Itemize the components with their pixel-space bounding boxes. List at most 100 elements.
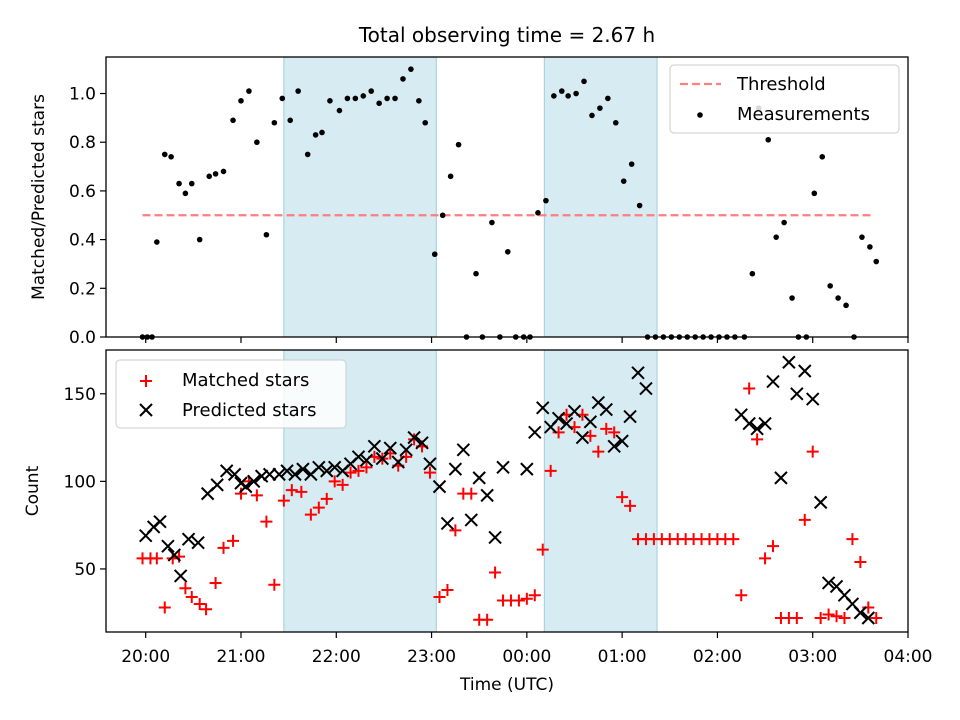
matched-star-point	[520, 592, 533, 605]
predicted-star-point	[448, 462, 463, 476]
predicted-star-point	[623, 409, 637, 424]
measurement-point	[612, 119, 619, 126]
matched-star-point	[360, 461, 373, 474]
predicted-star-point	[320, 464, 334, 478]
matched-star-point	[158, 601, 171, 614]
matched-star-point	[268, 578, 281, 591]
measurement-point	[271, 119, 278, 126]
matched-star-point	[227, 534, 240, 547]
matched-star-point	[234, 487, 247, 500]
matched-star-point	[624, 499, 637, 512]
measurement-point	[416, 98, 422, 104]
predicted-star-point	[367, 439, 382, 454]
predicted-star-point	[599, 402, 613, 417]
matched-star-point	[449, 524, 462, 537]
measurement-point	[843, 302, 849, 309]
predicted-star-point	[464, 513, 478, 527]
bottom-x-ticks: 20:00 21:00 22:00 23:00 00:00 01:00 02:00 03:00…	[121, 632, 933, 667]
measurement-point	[504, 248, 511, 255]
predicted-star-point	[806, 392, 820, 406]
predicted-star-point	[488, 530, 502, 545]
matched-star-point	[608, 426, 621, 439]
matched-star-point	[512, 594, 525, 607]
predicted-star-point	[191, 535, 205, 550]
matched-star-point	[295, 485, 308, 498]
measurement-point	[558, 88, 565, 94]
predicted-star-point	[423, 457, 437, 471]
shaded-interval-1	[283, 56, 437, 338]
x-tick-label: 20:00	[121, 647, 170, 667]
matched-star-point	[854, 555, 867, 568]
top-x-ticks	[145, 337, 909, 343]
measurement-point	[867, 244, 873, 250]
measurement-point	[781, 219, 787, 226]
top-y-ticks: 0.0 0.2 0.4 0.6 0.8 1.0	[69, 85, 106, 348]
measurement-point	[749, 270, 756, 277]
measurement-point	[263, 231, 270, 238]
predicted-star-point	[774, 471, 788, 485]
bottom-shaded-intervals	[283, 349, 658, 633]
x-tick-label: 03:00	[788, 647, 837, 667]
predicted-star-point	[407, 430, 421, 445]
measurement-point	[811, 190, 818, 197]
measurement-point	[765, 136, 772, 143]
y-tick-label: 0.2	[69, 279, 96, 299]
matched-star-point	[217, 541, 230, 554]
matched-star-point	[481, 613, 494, 626]
measurement-point	[344, 95, 351, 102]
measurement-point	[206, 173, 213, 180]
measurement-point	[473, 270, 479, 277]
measurement-point	[835, 295, 841, 301]
matched-star-point	[344, 466, 357, 479]
matched-star-point	[465, 487, 478, 500]
measurement-point	[319, 129, 325, 136]
measurement-point	[312, 132, 319, 138]
predicted-star-point	[288, 467, 302, 482]
matched-star-point	[727, 533, 740, 546]
measurement-point	[819, 154, 826, 160]
predicted-star-point	[496, 460, 510, 475]
measurement-point	[384, 95, 390, 102]
y-axis-label-count: Count	[23, 465, 43, 516]
matched-star-point	[830, 610, 843, 623]
predicted-star-point	[520, 462, 534, 476]
matched-star-point	[304, 508, 317, 521]
predicted-star-point	[782, 355, 796, 369]
matched-star-point	[838, 611, 851, 624]
matched-star-point	[209, 576, 222, 589]
predicted-star-point	[790, 387, 804, 401]
measurement-point	[368, 88, 375, 94]
matched-star-point	[544, 464, 557, 477]
predicted-star-point	[861, 611, 876, 625]
measurement-point	[279, 95, 286, 102]
measurement-point	[408, 66, 414, 72]
measurement-point	[295, 88, 301, 94]
bottom-y-ticks: 50 100 150	[64, 385, 106, 580]
measurement-point	[773, 234, 779, 240]
matched-star-point	[423, 466, 436, 479]
predicted-star-point	[583, 415, 598, 429]
matched-star-point	[528, 589, 541, 602]
top-legend-frame	[669, 64, 900, 134]
measurement-point	[620, 178, 627, 184]
measurement-point	[873, 258, 880, 265]
measurement-point	[489, 219, 495, 226]
measurement-point	[422, 119, 429, 126]
matched-star-point	[600, 422, 613, 435]
predicted-star-point	[246, 474, 261, 489]
predicted-star-point	[173, 569, 188, 583]
y-tick-label: 150	[64, 385, 96, 405]
predicted-star-point	[153, 514, 167, 529]
x-tick-label: 01:00	[598, 647, 647, 667]
x-tick-label: 04:00	[884, 647, 933, 667]
predicted-star-point	[280, 464, 294, 478]
predicted-star-point	[351, 450, 366, 464]
measurement-point	[161, 151, 168, 158]
top-shaded-intervals	[283, 56, 658, 338]
matched-star-point	[536, 543, 549, 556]
bottom-legend: Matched stars Predicted stars	[115, 359, 347, 429]
predicted-star-point	[821, 576, 836, 590]
matched-star-point	[806, 445, 819, 458]
predicted-star-point	[312, 460, 326, 475]
matched-star-point	[584, 429, 597, 442]
